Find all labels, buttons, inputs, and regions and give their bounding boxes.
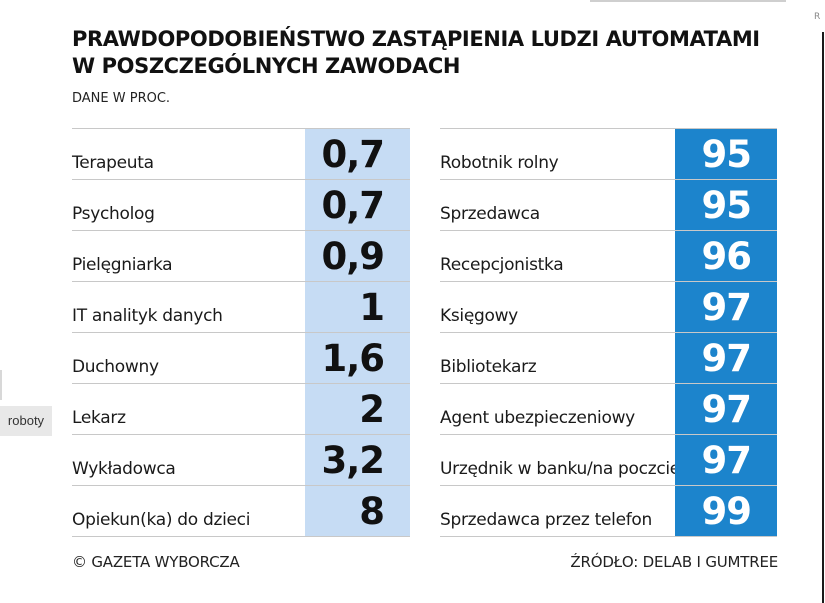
low-risk-row: IT analityk danych 1 xyxy=(72,282,410,333)
low-risk-value: 0,7 xyxy=(305,129,410,179)
high-risk-row: Bibliotekarz 97 xyxy=(440,333,777,384)
high-risk-row: Sprzedawca 95 xyxy=(440,180,777,231)
high-risk-value: 95 xyxy=(675,129,777,179)
low-risk-row: Lekarz 2 xyxy=(72,384,410,435)
low-risk-value: 3,2 xyxy=(305,435,410,485)
low-risk-row: Pielęgniarka 0,9 xyxy=(72,231,410,282)
table-top-rule xyxy=(440,128,777,129)
low-risk-row: Terapeuta 0,7 xyxy=(72,129,410,180)
right-border xyxy=(822,32,824,603)
high-risk-row: Robotnik rolny 95 xyxy=(440,129,777,180)
low-risk-row: Duchowny 1,6 xyxy=(72,333,410,384)
side-tag[interactable]: roboty xyxy=(0,406,52,436)
side-divider xyxy=(0,370,2,400)
low-risk-label: Opiekun(ka) do dzieci xyxy=(72,510,251,530)
low-risk-value: 1 xyxy=(305,282,410,332)
chart-subtitle: DANE W PROC. xyxy=(72,91,171,106)
high-risk-value: 97 xyxy=(675,282,777,332)
low-risk-label: Pielęgniarka xyxy=(72,255,173,275)
low-risk-value: 0,9 xyxy=(305,231,410,281)
high-risk-row: Urzędnik w banku/na poczcie 97 xyxy=(440,435,777,486)
low-risk-row: Wykładowca 3,2 xyxy=(72,435,410,486)
low-risk-label: Terapeuta xyxy=(72,153,154,173)
low-risk-value: 2 xyxy=(305,384,410,434)
low-risk-label: Psycholog xyxy=(72,204,155,224)
high-risk-label: Robotnik rolny xyxy=(440,153,559,173)
copyright-note: © GAZETA WYBORCZA xyxy=(72,553,240,571)
high-risk-value: 99 xyxy=(675,486,777,536)
chart-title: PRAWDOPODOBIEŃSTWO ZASTĄPIENIA LUDZI AUT… xyxy=(72,27,760,78)
high-risk-row: Recepcjonistka 96 xyxy=(440,231,777,282)
high-risk-label: Agent ubezpieczeniowy xyxy=(440,408,635,428)
high-risk-label: Recepcjonistka xyxy=(440,255,564,275)
low-risk-row: Opiekun(ka) do dzieci 8 xyxy=(72,486,410,537)
top-divider xyxy=(590,0,786,2)
high-risk-label: Sprzedawca przez telefon xyxy=(440,510,652,530)
low-risk-label: IT analityk danych xyxy=(72,306,223,326)
high-risk-label: Bibliotekarz xyxy=(440,357,537,377)
low-risk-label: Lekarz xyxy=(72,408,126,428)
low-risk-label: Duchowny xyxy=(72,357,159,377)
high-risk-value: 95 xyxy=(675,180,777,230)
high-risk-row: Sprzedawca przez telefon 99 xyxy=(440,486,777,537)
source-note: ŹRÓDŁO: DELAB I GUMTREE xyxy=(570,553,778,571)
low-risk-value: 1,6 xyxy=(305,333,410,383)
high-risk-row: Księgowy 97 xyxy=(440,282,777,333)
low-risk-value: 8 xyxy=(305,486,410,536)
high-risk-value: 97 xyxy=(675,333,777,383)
high-risk-value: 97 xyxy=(675,384,777,434)
low-risk-row: Psycholog 0,7 xyxy=(72,180,410,231)
high-risk-label: Księgowy xyxy=(440,306,518,326)
high-risk-value: 96 xyxy=(675,231,777,281)
table-top-rule xyxy=(72,128,410,129)
high-risk-value: 97 xyxy=(675,435,777,485)
high-risk-row: Agent ubezpieczeniowy 97 xyxy=(440,384,777,435)
corner-mark: R xyxy=(814,12,821,22)
low-risk-value: 0,7 xyxy=(305,180,410,230)
high-risk-label: Urzędnik w banku/na poczcie xyxy=(440,459,680,479)
low-risk-label: Wykładowca xyxy=(72,459,176,479)
high-risk-label: Sprzedawca xyxy=(440,204,540,224)
